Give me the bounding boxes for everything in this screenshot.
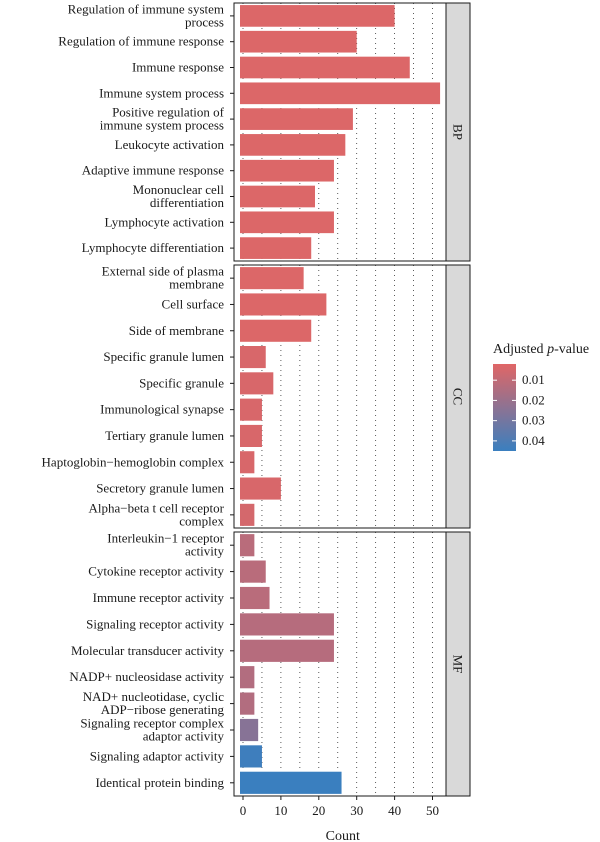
legend-tick-label: 0.04 [522, 433, 545, 448]
category-label: Molecular transducer activity [71, 643, 225, 658]
legend-title: Adjusted p-value [493, 342, 589, 357]
category-label: Lymphocyte activation [105, 214, 225, 229]
category-label: Cell surface [162, 296, 225, 311]
bar [240, 613, 334, 636]
category-label: Immune response [132, 60, 224, 75]
category-label: Haptoglobin−hemoglobin complex [42, 454, 225, 469]
category-label: Interleukin−1 receptor activity [107, 531, 224, 559]
category-label: Adaptive immune response [82, 163, 224, 178]
category-label: NADP+ nucleosidase activity [69, 669, 224, 684]
bar [240, 398, 262, 421]
category-label: Immunological synapse [100, 402, 224, 417]
category-label: Regulation of immune response [58, 34, 224, 49]
category-label: Specific granule [139, 375, 224, 390]
category-label: External side of plasma membrane [102, 264, 225, 292]
facet-strip [445, 2, 471, 262]
category-label: Identical protein binding [95, 775, 224, 790]
category-label: Specific granule lumen [103, 349, 224, 364]
bar [240, 211, 334, 234]
color-legend: Adjusted p-value 0.01 0.02 0.03 0.04 [493, 342, 589, 451]
category-label: Lymphocyte differentiation [82, 240, 225, 255]
facet-label: CC [451, 388, 466, 405]
category-label: Side of membrane [129, 323, 225, 338]
bar [240, 293, 327, 316]
legend-tick-label: 0.01 [522, 372, 545, 387]
x-tick-label: 10 [274, 803, 287, 818]
panel-bp: Regulation of immune system process Regula… [58, 1, 471, 262]
bar [240, 639, 334, 662]
legend-colorbar [493, 364, 516, 451]
legend-tick-label: 0.02 [522, 392, 545, 407]
bar [240, 108, 353, 130]
bar [240, 82, 441, 105]
bar [240, 319, 312, 342]
bar [240, 424, 262, 447]
bar [240, 503, 255, 526]
bar [240, 560, 266, 583]
bar [240, 267, 304, 290]
bar [240, 372, 274, 395]
facet-label: BP [451, 124, 466, 140]
bar [240, 534, 255, 557]
category-label: Secretory granule lumen [96, 481, 224, 496]
legend-tick-label: 0.03 [522, 413, 545, 428]
category-label: Signaling adaptor activity [90, 748, 225, 763]
facet-label: MF [451, 655, 466, 674]
x-axis-title: Count [326, 829, 360, 842]
x-tick-label: 20 [312, 803, 325, 818]
category-label: Cytokine receptor activity [88, 564, 224, 579]
x-tick-label: 30 [350, 803, 363, 818]
category-label: Leukocyte activation [115, 137, 225, 152]
category-label: Tertiary granule lumen [105, 428, 224, 443]
category-label: Immune system process [99, 85, 224, 100]
bar [240, 666, 255, 689]
category-label: Alpha−beta t cell receptor complex [89, 500, 225, 528]
bar [240, 56, 410, 79]
bar [240, 692, 255, 715]
bar [240, 185, 316, 208]
category-label: Signaling receptor complex adaptor activi… [80, 716, 224, 744]
bar [240, 477, 281, 500]
bar [240, 159, 334, 182]
category-label: Mononuclear cell differentiation [133, 182, 225, 210]
x-tick-label: 40 [388, 803, 401, 818]
category-label: Immune receptor activity [93, 590, 225, 605]
bar [240, 718, 259, 742]
facet-strip [445, 264, 471, 529]
panel-cc: External side of plasma membrane Cell surf… [42, 264, 471, 529]
x-tick-label: 0 [240, 803, 247, 818]
bar [240, 134, 346, 156]
panel-background [234, 532, 446, 796]
bar [240, 5, 395, 27]
bar [240, 451, 255, 474]
bar [240, 30, 357, 53]
facet-strip [445, 531, 471, 797]
x-tick-label: 50 [426, 803, 439, 818]
panel-mf: Interleukin−1 receptor activity Cytokine r… [69, 531, 471, 797]
bar [240, 745, 262, 768]
bar [240, 346, 266, 369]
category-label: Regulation of immune system process [68, 1, 224, 29]
bar [240, 586, 270, 610]
category-label: Signaling receptor activity [86, 616, 224, 631]
category-label: Positive regulation of immune system proc… [100, 105, 225, 133]
category-label: NAD+ nucleotidase, cyclic ADP−ribose gene… [83, 689, 225, 717]
bar [240, 771, 342, 794]
bar [240, 237, 312, 259]
